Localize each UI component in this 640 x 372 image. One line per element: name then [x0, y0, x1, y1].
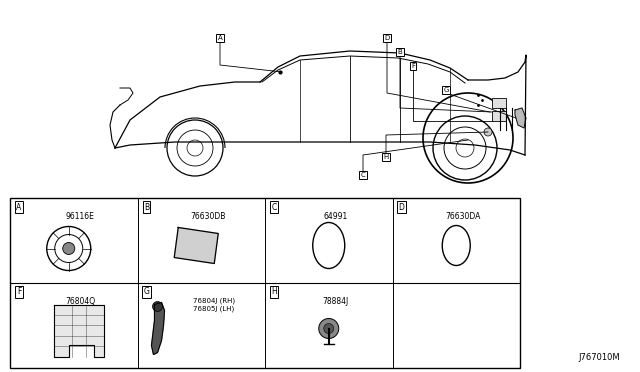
Text: G: G: [143, 288, 149, 296]
Text: J767010M: J767010M: [579, 353, 620, 362]
Text: C: C: [271, 202, 276, 212]
Text: 76804J (RH): 76804J (RH): [193, 297, 235, 304]
Text: C: C: [360, 172, 365, 178]
Text: 96116E: 96116E: [66, 212, 95, 221]
Text: H: H: [271, 288, 277, 296]
Bar: [0, 0, 640, 195]
Text: 64991: 64991: [323, 212, 348, 221]
Circle shape: [324, 324, 333, 334]
Text: 76630DA: 76630DA: [445, 212, 480, 221]
Text: A: A: [218, 35, 222, 41]
Text: A: A: [17, 202, 22, 212]
Text: F: F: [411, 63, 415, 69]
Polygon shape: [54, 305, 104, 356]
Text: B: B: [144, 202, 149, 212]
Circle shape: [63, 243, 75, 254]
Polygon shape: [152, 302, 164, 355]
Text: 76630DB: 76630DB: [190, 212, 225, 221]
Text: D: D: [399, 202, 404, 212]
Text: 76805J (LH): 76805J (LH): [193, 306, 235, 312]
Bar: [10, 198, 520, 368]
Text: B: B: [397, 49, 403, 55]
Text: 78884J: 78884J: [322, 297, 348, 306]
Text: H: H: [383, 154, 388, 160]
Circle shape: [319, 318, 339, 339]
Circle shape: [152, 301, 163, 311]
Text: D: D: [385, 35, 390, 41]
Polygon shape: [515, 108, 526, 128]
Circle shape: [484, 128, 492, 136]
Bar: [492, 98, 506, 108]
Text: F: F: [17, 288, 21, 296]
Bar: [492, 111, 506, 121]
Text: 76804Q: 76804Q: [65, 297, 95, 306]
Polygon shape: [174, 228, 218, 263]
Text: G: G: [444, 87, 449, 93]
